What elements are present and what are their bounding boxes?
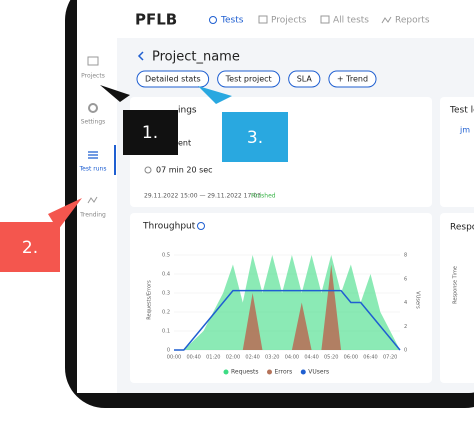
y2-tick-label: 4 bbox=[404, 300, 407, 306]
nav-icon bbox=[320, 15, 330, 24]
card-title: Test le bbox=[449, 106, 474, 116]
sidebar-icon bbox=[88, 103, 98, 113]
tab-label: SLA bbox=[297, 75, 313, 84]
sidebar-icon bbox=[87, 56, 99, 66]
card bbox=[440, 213, 474, 383]
nav-item[interactable]: Projects bbox=[271, 16, 307, 26]
axis-label: Response Time bbox=[453, 266, 459, 304]
y-tick-label: 0.3 bbox=[162, 291, 170, 297]
tab[interactable]: SLA bbox=[288, 70, 321, 88]
x-tick-label: 05:20 bbox=[324, 355, 338, 361]
sidebar-item[interactable]: Projects bbox=[81, 73, 105, 80]
callout-label: 3. bbox=[247, 128, 263, 148]
tab[interactable]: Test project bbox=[217, 70, 281, 88]
status: Finished bbox=[251, 193, 276, 200]
x-tick-label: 06:00 bbox=[344, 355, 358, 361]
x-tick-label: 02:00 bbox=[226, 355, 240, 361]
card bbox=[440, 97, 474, 207]
legend-swatch bbox=[267, 369, 272, 375]
y-tick-label: 0.2 bbox=[162, 310, 170, 316]
tab-pill bbox=[217, 70, 281, 88]
x-tick-label: 00:40 bbox=[186, 355, 200, 361]
sidebar-icon bbox=[88, 151, 98, 159]
tab-label: Test project bbox=[225, 75, 272, 84]
y-tick-label: 0.5 bbox=[162, 253, 170, 259]
y2-tick-label: 6 bbox=[404, 276, 407, 282]
clock-icon bbox=[144, 166, 152, 174]
help-icon bbox=[197, 222, 205, 230]
nav-icon bbox=[258, 15, 268, 24]
legend-label: Requests bbox=[231, 369, 259, 376]
back-arrow[interactable] bbox=[137, 51, 144, 61]
period: 29.11.2022 15:00 — 29.11.2022 17:03 bbox=[144, 193, 261, 200]
link[interactable]: jm bbox=[459, 126, 470, 135]
nav-icon bbox=[209, 16, 217, 24]
y-tick-label: 0 bbox=[167, 348, 170, 354]
sidebar bbox=[77, 0, 117, 393]
sidebar-item[interactable]: Test runs bbox=[79, 166, 107, 173]
y-tick-label: 0.1 bbox=[162, 329, 170, 335]
x-tick-label: 07:20 bbox=[383, 355, 397, 361]
tab-label: + Trend bbox=[337, 75, 368, 84]
x-tick-label: 02:40 bbox=[245, 355, 259, 361]
tab-pill bbox=[328, 70, 377, 88]
callout bbox=[0, 222, 60, 272]
sidebar-icon bbox=[87, 196, 98, 204]
tab-pill bbox=[136, 70, 210, 88]
y-tick-label: 0.4 bbox=[162, 272, 170, 278]
sidebar-item[interactable]: Trending bbox=[79, 212, 106, 219]
callout-arrow bbox=[198, 86, 232, 104]
chart-title: Throughput bbox=[142, 222, 196, 232]
tab[interactable]: Detailed stats bbox=[136, 70, 210, 88]
tab-label: Detailed stats bbox=[145, 75, 201, 84]
callout bbox=[123, 110, 178, 155]
card-title: Respo bbox=[450, 223, 474, 233]
logo: PFLB bbox=[135, 11, 177, 29]
y2-tick-label: 2 bbox=[404, 324, 407, 330]
callout-arrow bbox=[100, 85, 130, 102]
vusers-line bbox=[174, 289, 401, 351]
x-tick-label: 03:20 bbox=[265, 355, 279, 361]
y2-axis-label: VUsers bbox=[415, 291, 421, 309]
tabs: Detailed stats Test project SLA + Trend bbox=[136, 70, 377, 88]
nav-item[interactable]: All tests bbox=[333, 16, 369, 26]
sidebar-item[interactable]: Settings bbox=[81, 119, 106, 126]
callout-label: 1. bbox=[142, 123, 158, 143]
x-tick-label: 04:40 bbox=[304, 355, 318, 361]
tab-pill bbox=[288, 70, 321, 88]
nav-item[interactable]: Reports bbox=[395, 16, 430, 26]
x-tick-label: 00:00 bbox=[167, 355, 181, 361]
callout-label: 2. bbox=[22, 238, 38, 258]
card-subtitle: ent bbox=[178, 139, 191, 148]
legend-label: Errors bbox=[275, 369, 293, 376]
legend-label: VUsers bbox=[308, 369, 329, 376]
active-indicator bbox=[114, 145, 116, 175]
legend-swatch bbox=[300, 369, 306, 375]
nav-icon bbox=[381, 16, 392, 24]
y-axis-label: Requests/Errors bbox=[147, 280, 153, 320]
tab[interactable]: + Trend bbox=[328, 70, 377, 88]
nav-item[interactable]: Tests bbox=[220, 16, 244, 26]
x-tick-label: 06:40 bbox=[363, 355, 377, 361]
page-title: Project_name bbox=[152, 50, 240, 65]
area bbox=[174, 255, 400, 350]
duration: 07 min 20 sec bbox=[156, 166, 213, 175]
y2-tick-label: 0 bbox=[404, 348, 407, 354]
x-tick-label: 04:00 bbox=[285, 355, 299, 361]
callout bbox=[222, 112, 288, 162]
x-tick-label: 01:20 bbox=[206, 355, 220, 361]
legend-swatch bbox=[223, 369, 229, 375]
card-title: ings bbox=[178, 106, 197, 116]
y2-tick-label: 8 bbox=[404, 253, 407, 259]
header bbox=[117, 0, 474, 38]
